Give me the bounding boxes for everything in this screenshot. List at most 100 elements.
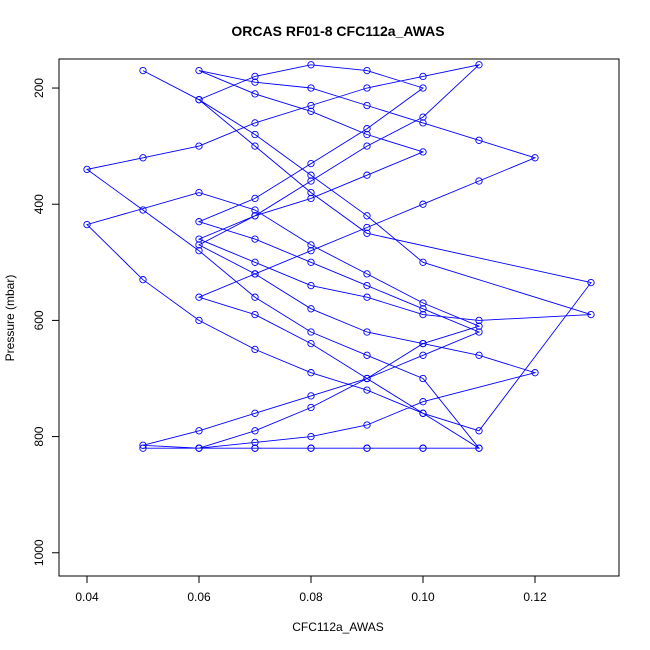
data-point: [195, 241, 203, 249]
data-point: [251, 90, 259, 98]
data-point: [307, 194, 315, 203]
data-point: [475, 136, 483, 144]
data-point: [251, 293, 259, 301]
data-point: [363, 125, 371, 133]
chart-title: ORCAS RF01-8 CFC112a_AWAS: [231, 23, 444, 39]
data-point: [307, 159, 315, 168]
x-tick-label: 0.06: [187, 590, 211, 604]
data-point: [587, 310, 595, 319]
data-point: [363, 328, 371, 336]
data-point: [195, 316, 203, 325]
data-point: [251, 258, 259, 266]
data-point: [363, 293, 371, 301]
data-point: [419, 310, 427, 319]
data-point: [475, 61, 483, 69]
data-point: [363, 386, 371, 394]
data-point: [307, 281, 315, 290]
series-line: [85, 64, 592, 449]
y-tick-label: 600: [32, 310, 46, 330]
data-point: [419, 398, 427, 406]
data-point: [475, 328, 483, 336]
data-point: [83, 220, 91, 229]
data-point: [307, 369, 315, 377]
data-point: [195, 293, 203, 301]
data-point: [307, 241, 315, 249]
data-point: [419, 119, 427, 127]
data-point: [251, 310, 259, 319]
data-point: [195, 218, 203, 226]
data-point: [139, 276, 147, 284]
data-point: [139, 66, 147, 75]
data-point: [419, 200, 427, 208]
x-tick-label: 0.10: [411, 590, 435, 604]
data-point: [251, 119, 259, 127]
x-axis-label: CFC112a_AWAS: [292, 620, 384, 634]
y-axis: 200 400 600 800 1000: [32, 78, 60, 566]
data-point: [307, 392, 315, 400]
data-point: [363, 351, 371, 359]
data-point: [419, 305, 427, 313]
data-point: [307, 258, 315, 266]
data-point: [195, 427, 203, 435]
data-point: [251, 72, 259, 81]
data-point: [251, 212, 259, 220]
data-point: [307, 403, 315, 412]
x-axis: 0.04 0.06 0.08 0.10 0.12: [75, 575, 547, 604]
data-point: [251, 270, 259, 278]
data-point: [363, 223, 371, 232]
data-point: [363, 281, 371, 290]
y-tick-label: 400: [32, 194, 46, 214]
data-point: [531, 369, 539, 377]
data-point: [531, 154, 539, 162]
data-point: [251, 235, 259, 243]
data-point: [251, 409, 259, 417]
x-tick-label: 0.12: [523, 590, 547, 604]
data-point: [475, 427, 483, 435]
data-point: [251, 142, 259, 150]
data-point: [363, 229, 371, 237]
data-point: [307, 444, 315, 452]
data-point: [139, 206, 147, 214]
data-point: [419, 339, 427, 348]
data-point: [363, 171, 371, 179]
data-point: [419, 374, 427, 383]
data-point: [251, 78, 259, 86]
data-point: [307, 101, 315, 110]
data-point: [363, 444, 371, 452]
data-point: [251, 427, 259, 435]
data-point: [307, 177, 315, 185]
data-point: [251, 345, 259, 354]
data-point: [475, 351, 483, 359]
data-point: [475, 444, 483, 452]
y-tick-label: 1000: [32, 539, 46, 566]
data-point: [195, 142, 203, 150]
data-point: [475, 177, 483, 185]
data-point: [363, 66, 371, 75]
data-point: [475, 316, 483, 325]
data-point: [363, 84, 371, 92]
data-point: [363, 374, 371, 383]
data-point: [475, 322, 483, 330]
data-point: [251, 194, 259, 203]
data-point: [195, 96, 203, 104]
data-point: [307, 188, 315, 197]
data-point: [195, 66, 203, 75]
data-point: [307, 339, 315, 348]
y-axis-label: Pressure (mbar): [3, 275, 17, 362]
data-point: [587, 278, 595, 287]
data-point: [307, 247, 315, 255]
data-point: [307, 61, 315, 69]
data-point: [251, 438, 259, 447]
data-point: [363, 212, 371, 220]
data-point: [419, 444, 427, 452]
x-tick-label: 0.08: [299, 590, 323, 604]
y-tick-label: 200: [32, 78, 46, 98]
data-point: [419, 351, 427, 359]
data-point: [307, 328, 315, 336]
data-point: [363, 130, 371, 139]
data-point: [419, 84, 427, 92]
data-point: [195, 444, 203, 452]
data-point: [139, 444, 147, 452]
data-point: [195, 247, 203, 255]
